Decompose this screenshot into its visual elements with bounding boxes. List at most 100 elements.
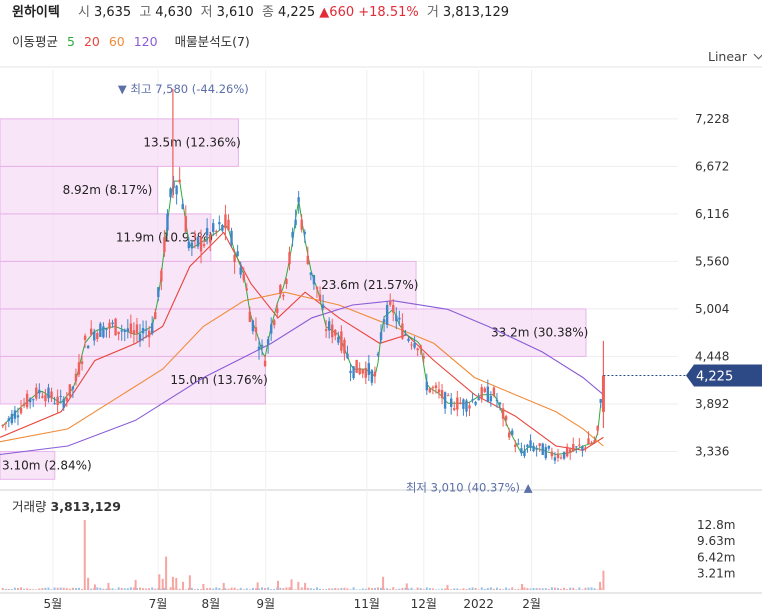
ma-period-60[interactable]: 60 — [108, 34, 125, 49]
candle-body — [422, 356, 425, 359]
candle-body — [392, 304, 395, 313]
candle-body — [379, 332, 383, 340]
candle-body — [529, 440, 532, 448]
candle-body — [242, 273, 245, 281]
x-tick-label: 9월 — [256, 597, 275, 611]
candle-body — [547, 445, 551, 449]
candle-body — [141, 328, 145, 334]
volume-bar — [541, 588, 544, 590]
candle-body — [459, 402, 462, 404]
candle-body — [578, 444, 581, 446]
volume-bar — [270, 589, 273, 590]
volume-bar — [428, 588, 431, 590]
candle-body — [498, 402, 502, 405]
volume-bar — [434, 589, 437, 590]
candle-body — [248, 311, 252, 323]
volume-bar — [590, 587, 593, 590]
low-value: 3,610 — [216, 5, 254, 20]
volume-bar — [163, 587, 166, 590]
volume-bar — [346, 588, 349, 590]
volume-tick-label: 9.63m — [697, 534, 735, 548]
candle-body — [86, 345, 90, 349]
candle-body — [398, 317, 401, 320]
volume-bar — [120, 587, 123, 590]
candle-body — [199, 236, 203, 252]
candle-body — [294, 219, 297, 226]
volume-bar — [93, 584, 96, 590]
candle-body — [492, 387, 496, 396]
candle-body — [352, 366, 355, 379]
candle-body — [309, 272, 313, 275]
candle-body — [364, 367, 367, 378]
volume-bar — [285, 587, 288, 590]
candle-body — [282, 295, 285, 297]
volume-bar — [26, 588, 29, 590]
candle-body — [172, 181, 175, 189]
volume-bar — [566, 589, 569, 590]
volume-bar — [184, 589, 187, 590]
candle-body — [16, 415, 20, 418]
volume-bar — [212, 588, 215, 590]
volume-bar — [279, 587, 282, 590]
candle-body — [135, 324, 139, 334]
volume-bar — [309, 588, 312, 590]
scale-dropdown[interactable]: Linear — [708, 49, 762, 64]
ma-line-60 — [0, 291, 604, 447]
ma-period-120[interactable]: 120 — [133, 34, 158, 49]
volume-bar — [222, 582, 225, 590]
candle-body — [74, 373, 78, 382]
candle-body — [266, 339, 270, 345]
candle-body — [590, 442, 593, 445]
volume-title-value: 3,813,129 — [50, 499, 121, 514]
candle-body — [239, 267, 242, 275]
candle-body — [361, 369, 364, 374]
candle-body — [181, 204, 184, 209]
volume-bar — [474, 587, 477, 590]
candle-body — [273, 320, 276, 326]
volume-bar — [535, 588, 538, 590]
volume-bar — [35, 589, 38, 590]
ma-period-20[interactable]: 20 — [83, 34, 100, 49]
volume-bar — [596, 589, 599, 590]
candle-body — [32, 399, 35, 401]
volume-bar — [407, 588, 410, 590]
close-value: 4,225 — [277, 5, 316, 20]
volume-bar — [68, 588, 71, 590]
open-value: 3,635 — [93, 5, 132, 20]
volume-bar — [16, 588, 19, 590]
volume-bar — [187, 588, 190, 590]
volume-bar — [459, 589, 462, 590]
candle-body — [480, 387, 483, 400]
volume-bar — [547, 589, 550, 590]
volume-bar — [236, 589, 239, 590]
candle-body — [541, 443, 544, 455]
volume-profile-bar — [0, 213, 212, 262]
volume-profile-toggle[interactable]: 매물분석도(7) — [174, 34, 250, 49]
max-price-annotation: ▼ 최고 7,580 (-44.26%) — [118, 82, 249, 96]
candle-body — [263, 360, 267, 367]
volume-bar — [405, 583, 408, 590]
ma-legend[interactable]: 이동평균 5 20 60 120 매물분석도(7) — [12, 31, 255, 50]
candle-body — [538, 443, 541, 447]
volume-profile-label: 23.6m (21.57%) — [321, 278, 418, 292]
volume-bar — [132, 587, 135, 590]
candle-body — [437, 389, 441, 393]
ma-period-5[interactable]: 5 — [67, 34, 75, 49]
volume-bar — [148, 588, 151, 590]
candle-body — [425, 381, 429, 391]
volume-bar — [38, 588, 41, 590]
volume-bar — [471, 587, 474, 590]
x-tick-label: 7월 — [149, 597, 168, 611]
candle-body — [334, 329, 337, 336]
volume-bar — [142, 588, 145, 590]
candle-body — [312, 275, 316, 285]
candle-body — [450, 398, 453, 407]
volume-bar — [508, 588, 511, 590]
candle-body — [123, 329, 126, 332]
candlesticks — [1, 88, 605, 465]
volume-bar — [196, 588, 199, 590]
volume-bar — [477, 589, 480, 590]
volume-bar — [151, 587, 154, 590]
volume-bar — [514, 589, 517, 590]
